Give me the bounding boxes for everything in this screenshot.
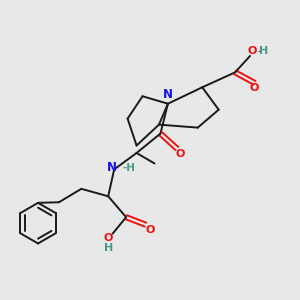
Text: O: O: [145, 225, 155, 235]
Text: H: H: [260, 46, 269, 56]
Text: N: N: [107, 161, 117, 174]
Text: O: O: [103, 233, 113, 243]
Text: O: O: [248, 46, 257, 56]
Text: O: O: [250, 83, 259, 93]
Text: O: O: [175, 149, 184, 160]
Text: N: N: [163, 88, 173, 101]
Text: -: -: [257, 46, 261, 56]
Text: H: H: [103, 243, 113, 253]
Text: -H: -H: [122, 163, 136, 173]
